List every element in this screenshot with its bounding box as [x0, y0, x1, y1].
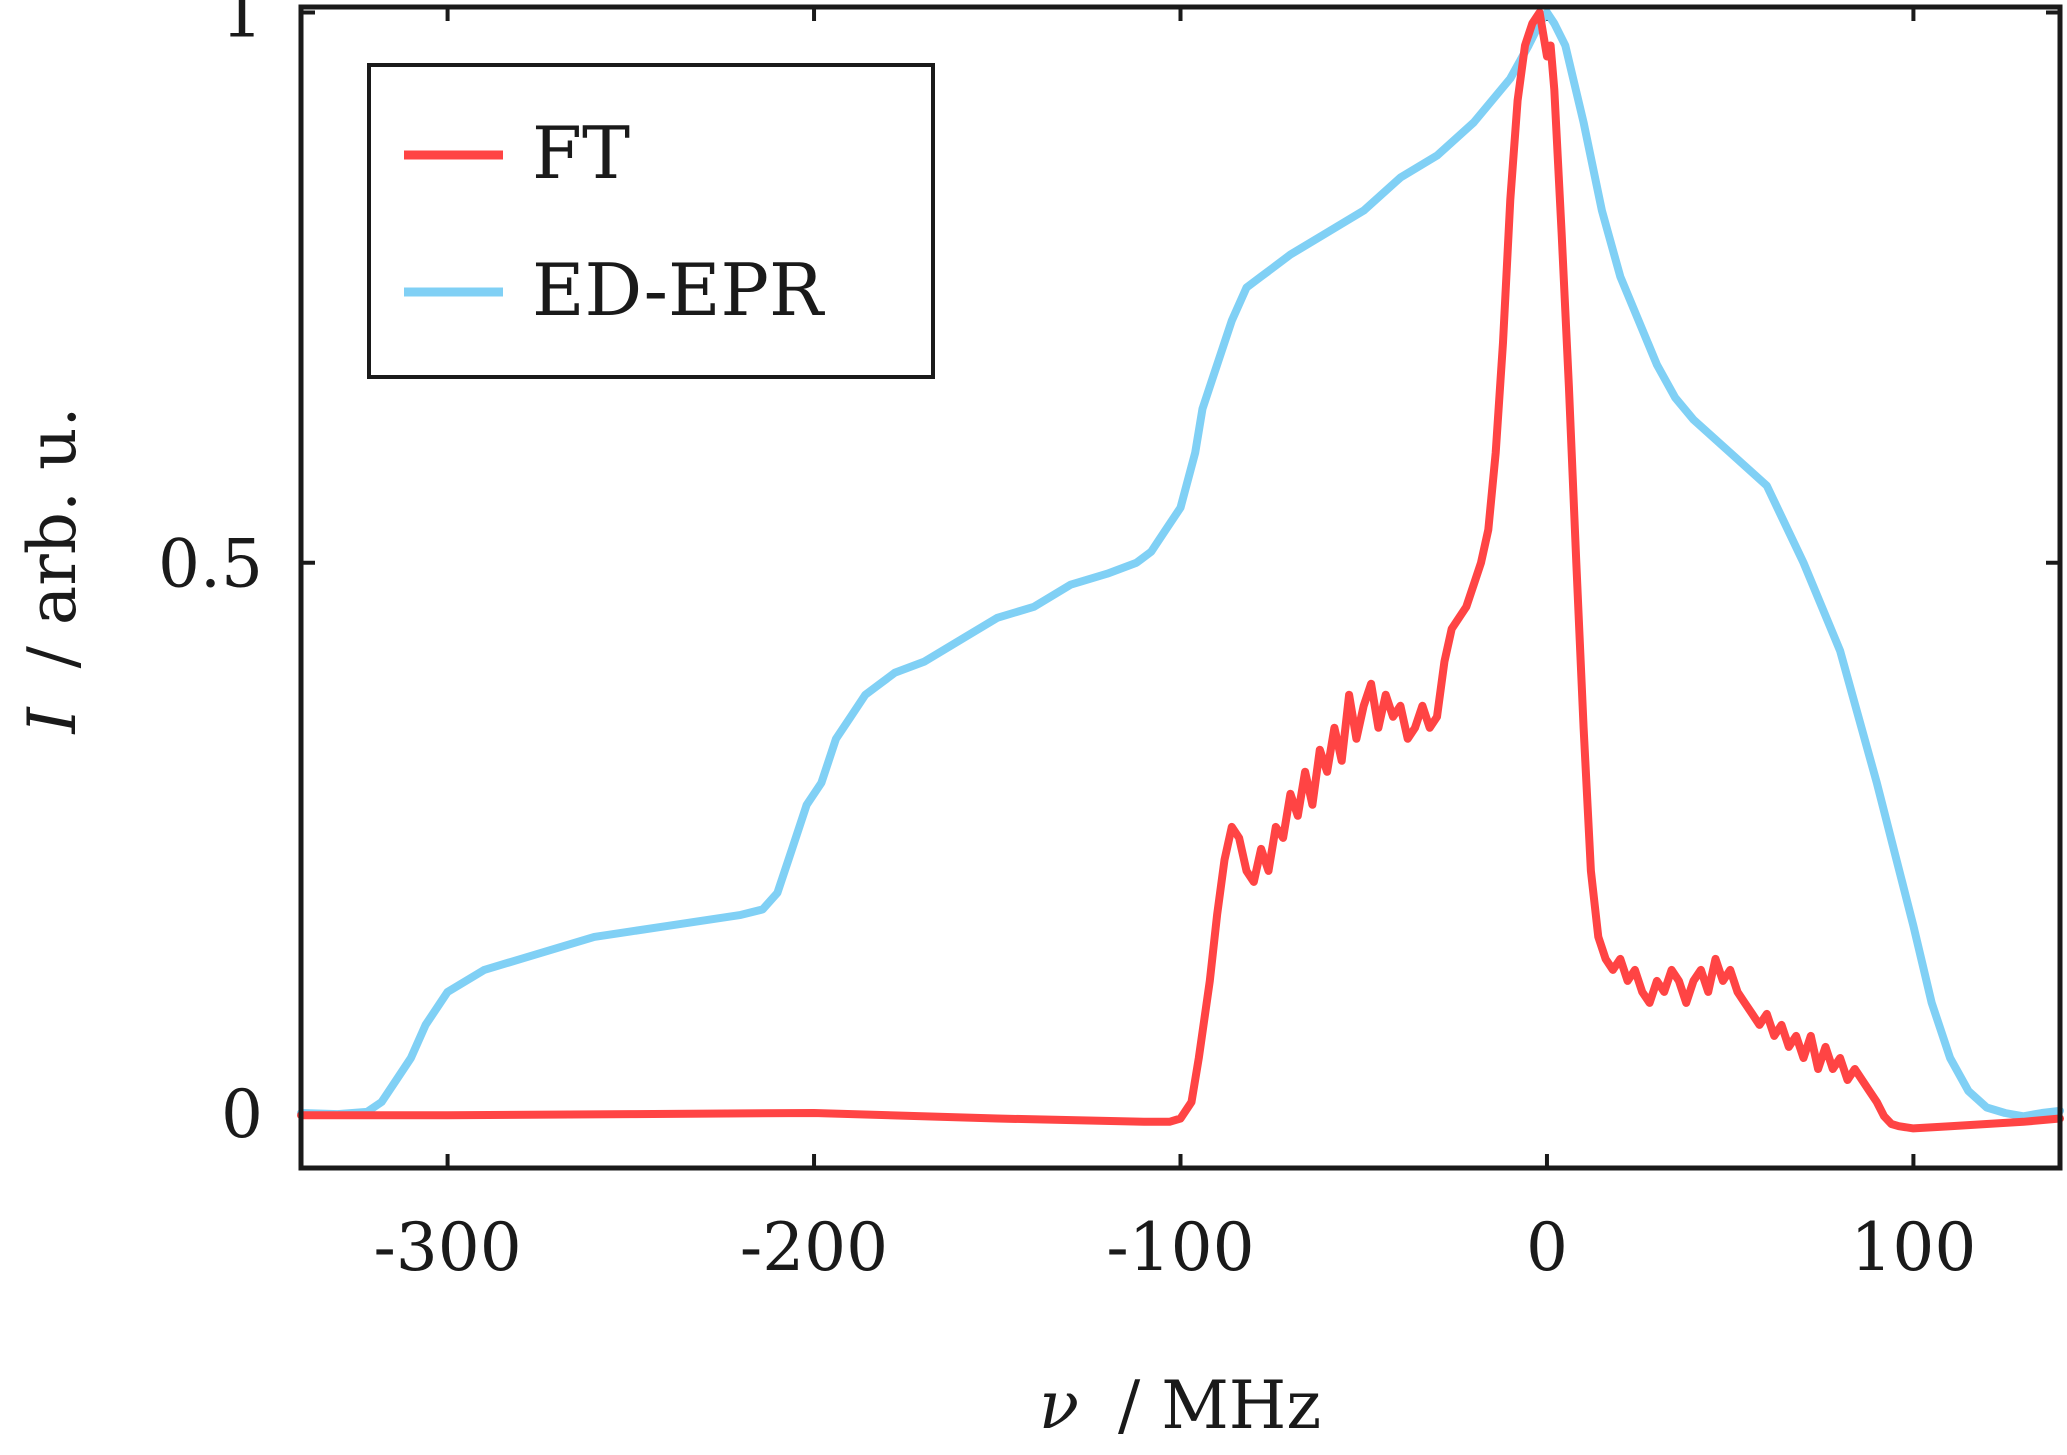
legend-label-ft: FT	[532, 111, 630, 195]
x-axis-unit: / MHz	[1118, 1367, 1321, 1444]
y-tick-label: 0.5	[158, 526, 263, 603]
x-tick-label: -300	[373, 1209, 521, 1286]
series-line-ed-epr	[297, 8, 2064, 1121]
x-tick-label: -100	[1106, 1209, 1254, 1286]
y-axis-variable: I	[14, 705, 91, 734]
series-layer	[297, 8, 2064, 1133]
x-axis-label: ν / MHz	[1039, 1367, 1321, 1444]
legend: FT ED-EPR	[367, 63, 935, 379]
y-axis-label: I / arb. u.	[14, 407, 91, 735]
y-tick-label: 1	[221, 0, 263, 53]
x-tick-label: -200	[740, 1209, 888, 1286]
axes-box	[298, 4, 2063, 1171]
tick-labels: -300 -200 -100 0 100 0 0.5 1	[158, 0, 1976, 1286]
legend-label-ed-epr: ED-EPR	[532, 248, 825, 332]
series-line-ft	[297, 8, 2064, 1133]
y-tick-label: 0	[221, 1076, 263, 1153]
x-tick-label: 0	[1526, 1209, 1568, 1286]
x-tick-label: 100	[1850, 1209, 1976, 1286]
y-axis-unit: / arb. u.	[14, 407, 91, 669]
x-axis-variable: ν	[1039, 1367, 1079, 1444]
legend-box	[367, 63, 935, 379]
